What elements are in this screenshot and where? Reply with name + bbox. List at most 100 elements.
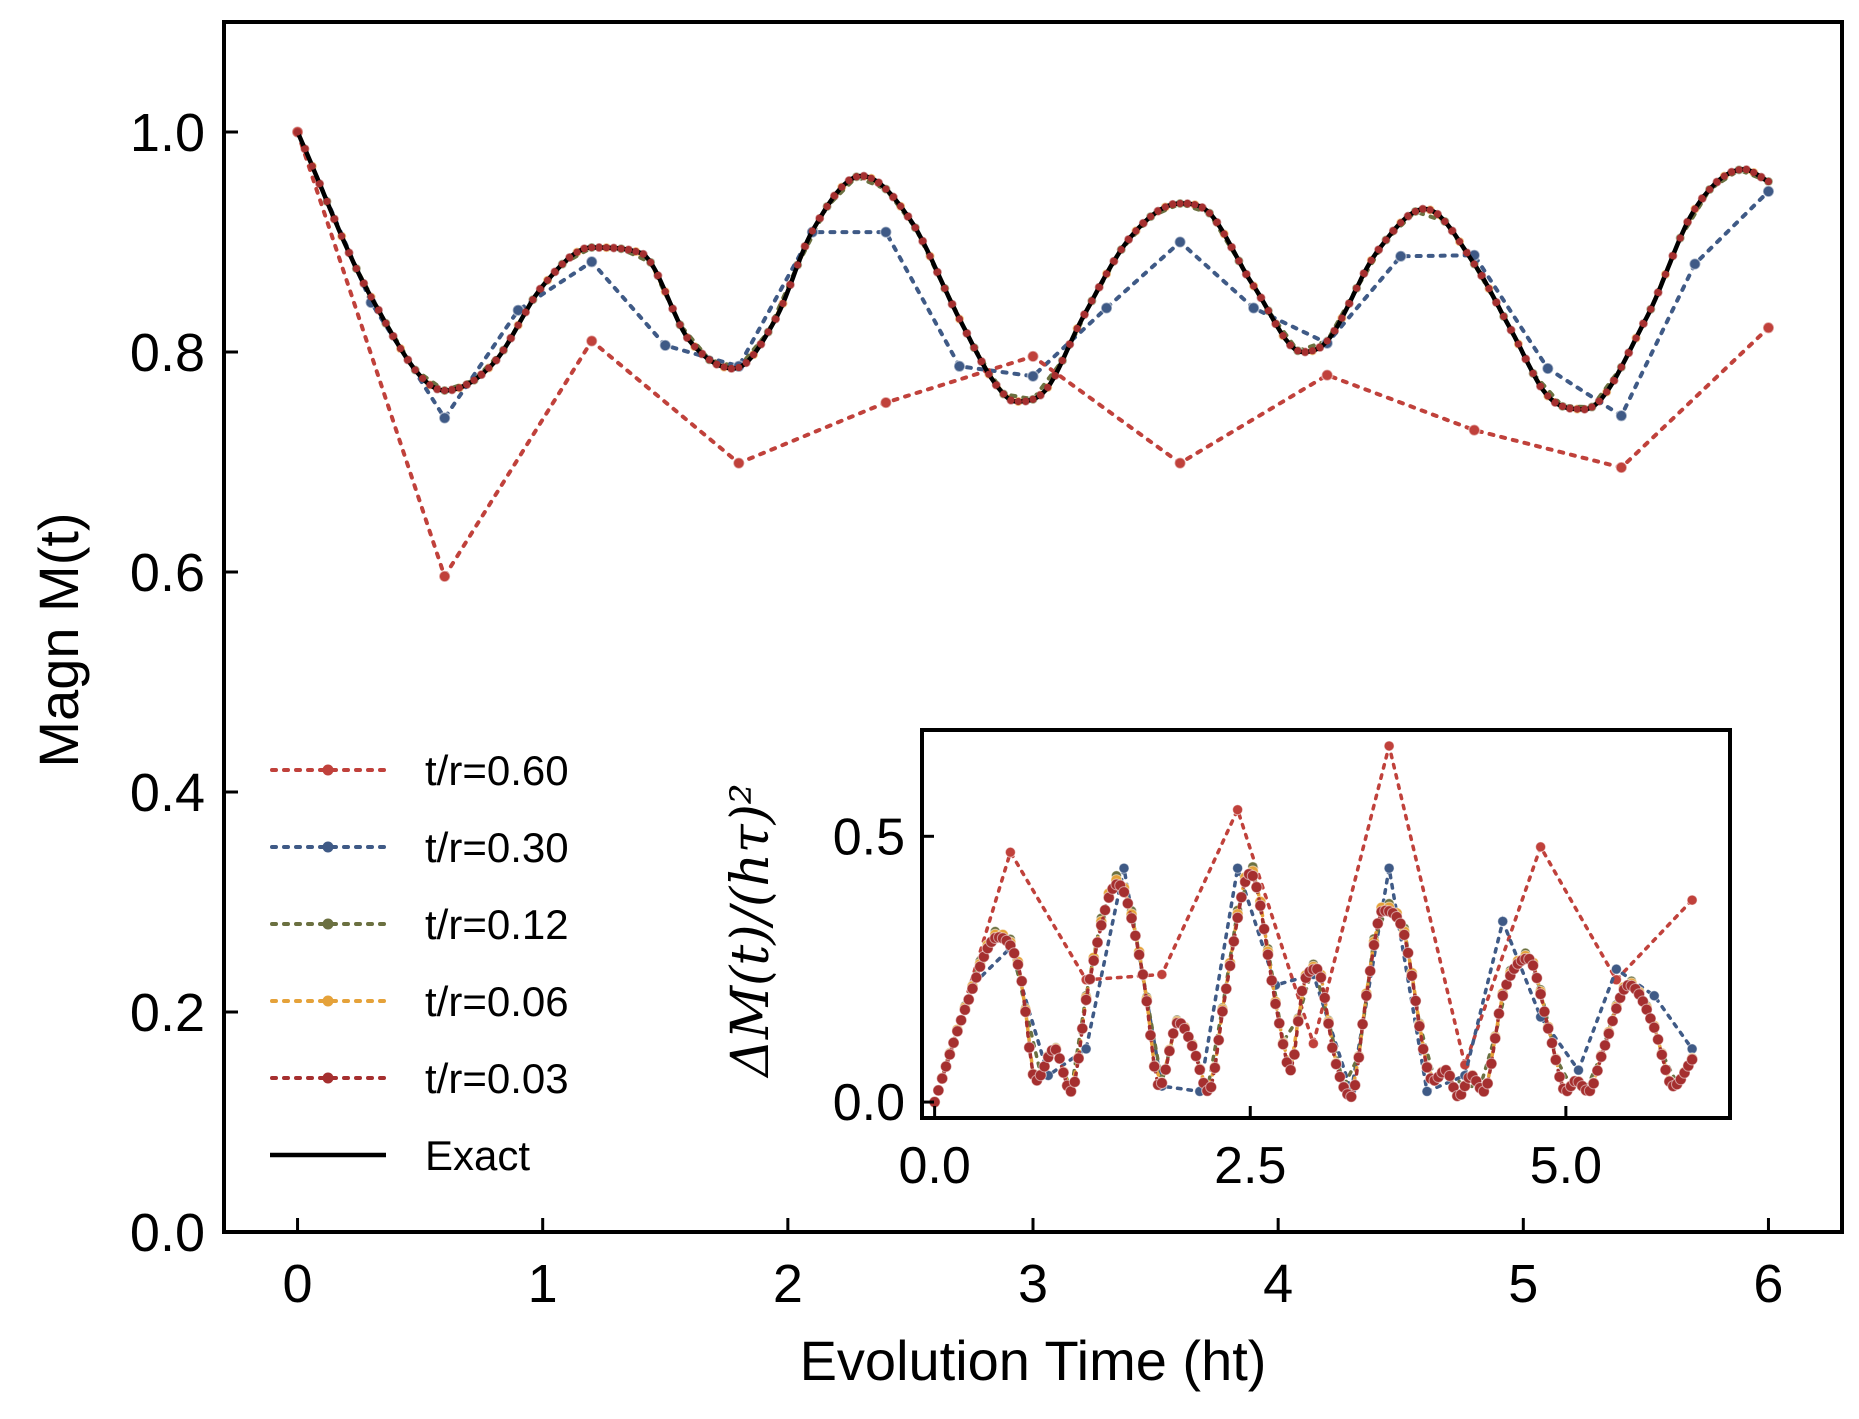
inset-series-4-point xyxy=(970,971,983,984)
inset-y-tick-label: 0.0 xyxy=(833,1074,905,1132)
main-series-4-overlay-point xyxy=(1683,218,1692,226)
inset-series-4-point xyxy=(1652,1033,1665,1046)
inset-series-1-point xyxy=(1648,990,1660,1002)
main-series-4-overlay-point xyxy=(1470,260,1478,268)
legend-label: Exact xyxy=(425,1132,530,1179)
main-series-4-overlay-point xyxy=(1044,383,1052,392)
main-series-4-overlay-point xyxy=(720,363,728,371)
main-series-4-overlay-point xyxy=(749,351,758,359)
main-series-4-overlay-point xyxy=(338,232,346,240)
main-series-4-overlay-point xyxy=(1551,398,1559,407)
main-series-4-overlay-point xyxy=(374,306,383,314)
main-series-4-overlay-point xyxy=(808,227,816,235)
main-series-4-overlay-point xyxy=(1654,288,1662,297)
inset-series-4-point xyxy=(1136,968,1149,981)
main-series-4-overlay-point xyxy=(1257,294,1265,302)
inset-series-4-point xyxy=(1250,881,1263,894)
main-series-4-overlay-point xyxy=(1625,349,1633,357)
main-series-1-point xyxy=(585,255,598,269)
inset-series-0-point xyxy=(1232,804,1244,816)
main-series-4-overlay-point xyxy=(1125,235,1133,244)
main-series-4-overlay-point xyxy=(955,315,964,323)
main-series-4-overlay-point xyxy=(977,357,986,366)
main-series-1-point xyxy=(1688,257,1702,271)
legend-label: t/r=0.12 xyxy=(425,901,569,948)
main-series-1-line xyxy=(295,130,1771,422)
main-series-4-overlay-point xyxy=(742,359,750,367)
inset-series-4-point xyxy=(1326,1041,1339,1054)
main-series-4-overlay-point xyxy=(418,374,427,383)
main-series-4-overlay-point xyxy=(367,293,375,301)
legend-entry: t/r=0.03 xyxy=(270,1055,569,1102)
main-series-4-overlay-point xyxy=(1544,392,1552,400)
main-series-4-overlay-point xyxy=(617,245,625,253)
inset-plot-frame xyxy=(920,728,1732,1120)
main-series-4-overlay-point xyxy=(360,279,368,287)
main-series-4-overlay-point xyxy=(1433,210,1442,218)
main-series-4-overlay-point xyxy=(1088,297,1096,305)
main-series-4-overlay-point xyxy=(1713,178,1721,186)
main-series-4-overlay-point xyxy=(1750,168,1758,177)
main-series-4-overlay-point xyxy=(1404,212,1412,220)
inset-series-4-point xyxy=(1371,917,1384,930)
main-series-4-overlay-point xyxy=(779,299,787,308)
inset-series-4-point xyxy=(1318,991,1331,1004)
main-series-4-overlay-point xyxy=(1492,298,1500,307)
inset-series-4-point xyxy=(1155,1077,1168,1090)
main-series-4-overlay-point xyxy=(1507,326,1515,334)
inset-series-4-point xyxy=(1409,994,1422,1007)
main-series-4-overlay-point xyxy=(1367,256,1375,264)
main-series-4-overlay-point xyxy=(544,276,552,284)
inset-series-4-point xyxy=(1140,995,1153,1008)
main-series-4-overlay-point xyxy=(1720,172,1728,180)
main-series-1-point xyxy=(1394,250,1407,263)
main-series-1-point xyxy=(1541,362,1555,375)
inset-series-4-point xyxy=(1356,1018,1369,1031)
inset-series-4-point xyxy=(1296,985,1309,998)
inset-series-4-point xyxy=(943,1048,956,1061)
main-y-axis-label: Magn M(t) xyxy=(27,512,90,767)
main-series-4-overlay-point xyxy=(1338,314,1346,322)
legend-swatch-marker xyxy=(322,995,334,1007)
main-series-4-overlay-point xyxy=(382,319,390,327)
legend-swatch-marker xyxy=(322,918,334,930)
inset-x-tick-label: 2.5 xyxy=(1214,1137,1286,1195)
main-series-4-overlay-point xyxy=(1742,166,1750,174)
main-series-4-overlay-point xyxy=(1154,207,1162,215)
inset-series-4-point xyxy=(1364,964,1377,977)
inset-series-0-point xyxy=(1156,968,1168,980)
inset-series-4-point xyxy=(1538,1005,1551,1018)
main-series-4-overlay-point xyxy=(1647,305,1655,313)
inset-series-4-point xyxy=(1322,1017,1335,1030)
main-series-4-overlay-point xyxy=(669,305,677,313)
main-series-1-point xyxy=(659,339,672,352)
inset-series-4-point xyxy=(1402,946,1415,959)
main-series-4-overlay-point xyxy=(1029,395,1037,403)
main-y-tick-label: 0.4 xyxy=(130,763,205,823)
main-series-4-overlay-point xyxy=(1036,391,1044,399)
inset-series-4-point xyxy=(1099,904,1112,917)
main-series-4-overlay-point xyxy=(889,193,897,201)
inset-series-4-point xyxy=(1261,948,1274,961)
main-series-4-overlay-point xyxy=(794,261,802,269)
inset-series-4-point xyxy=(1659,1063,1672,1076)
main-series-4-overlay-point xyxy=(1463,249,1471,257)
main-series-4-overlay-point xyxy=(521,308,530,316)
inset-series-4-point xyxy=(1057,1066,1070,1079)
main-series-4-overlay-point xyxy=(1536,382,1545,390)
legend-entry: t/r=0.12 xyxy=(270,901,569,948)
inset-series-4-point xyxy=(1485,1057,1498,1070)
main-series-4-overlay-point xyxy=(1603,388,1611,396)
main-series-4-overlay-point xyxy=(1117,246,1125,254)
main-series-4-overlay-point xyxy=(588,243,596,252)
inset-series-4-point xyxy=(1549,1053,1562,1066)
main-series-4-overlay-point xyxy=(985,370,993,378)
inset-series-4-point xyxy=(1288,1048,1301,1061)
inset-series-4-point xyxy=(1314,971,1327,984)
main-series-4-overlay-point xyxy=(661,288,669,296)
main-series-4-overlay-point xyxy=(1286,341,1295,349)
main-series-4-overlay-point xyxy=(1323,337,1331,345)
inset-series-4-point xyxy=(1292,1015,1305,1028)
main-series-4-overlay-point xyxy=(396,344,405,353)
inset-series-4-point xyxy=(1481,1077,1494,1090)
